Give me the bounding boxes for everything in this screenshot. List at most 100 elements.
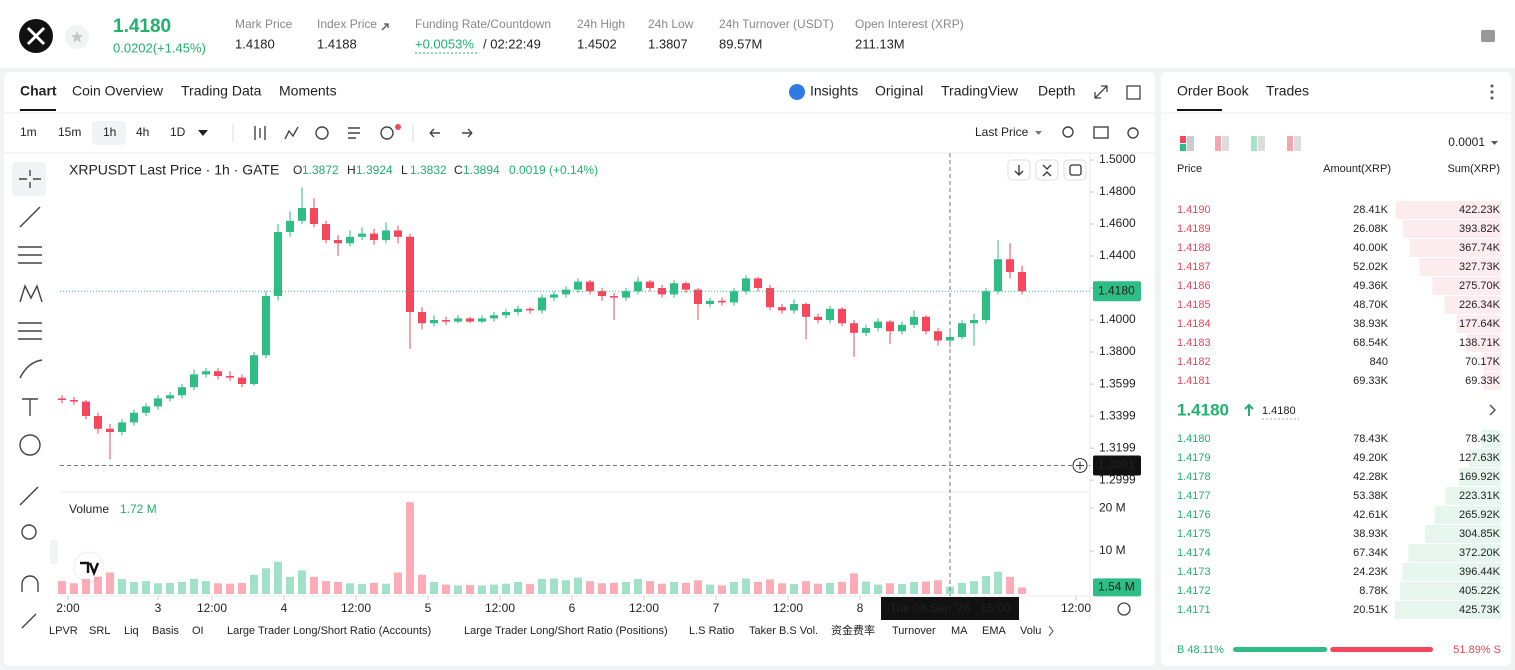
ob-price[interactable]: 1.4178 xyxy=(1177,471,1211,483)
fullscreen-icon[interactable] xyxy=(1094,85,1108,99)
price-source[interactable]: Last Price xyxy=(975,125,1029,139)
ob-price[interactable]: 1.4175 xyxy=(1177,528,1211,540)
pencil-tool[interactable] xyxy=(21,613,37,629)
indicator-scroll-arrow[interactable] xyxy=(1048,625,1054,637)
indicator[interactable]: Liq xyxy=(124,625,139,637)
ob-price[interactable]: 1.4182 xyxy=(1177,356,1211,368)
x-tick-label: 8 xyxy=(857,601,864,615)
notes-icon[interactable] xyxy=(1481,30,1495,42)
ob-price[interactable]: 1.4181 xyxy=(1177,375,1211,387)
depth-bar xyxy=(1402,220,1501,238)
indicator-icon[interactable] xyxy=(284,126,299,140)
pattern-tool[interactable] xyxy=(19,284,43,303)
kebab-menu[interactable] xyxy=(1490,84,1494,100)
ob-price[interactable]: 1.4189 xyxy=(1177,223,1211,235)
window-icon[interactable] xyxy=(1126,85,1141,100)
ob-price[interactable]: 1.4180 xyxy=(1177,433,1211,445)
sidebar-toggle[interactable] xyxy=(50,540,58,564)
indicator[interactable]: 资金费率 xyxy=(831,623,875,637)
interval[interactable]: 1D xyxy=(170,125,186,139)
ob-tab[interactable]: Trades xyxy=(1266,83,1309,99)
chart-settings-icon[interactable] xyxy=(1117,602,1131,616)
indicator[interactable]: L.S Ratio xyxy=(689,625,734,637)
indicator[interactable]: Basis xyxy=(152,625,179,637)
view-tab[interactable]: Insights xyxy=(810,83,858,99)
chevron[interactable] xyxy=(1489,404,1497,416)
candle-body xyxy=(838,308,847,324)
indicator[interactable]: Large Trader Long/Short Ratio (Accounts) xyxy=(227,625,431,637)
ob-price[interactable]: 1.4187 xyxy=(1177,261,1211,273)
ob-price[interactable]: 1.4190 xyxy=(1177,204,1211,216)
dropdown-arrow[interactable] xyxy=(198,130,208,136)
icon-part[interactable] xyxy=(1287,136,1293,151)
settings-icon[interactable] xyxy=(1127,127,1139,139)
ob-price[interactable]: 1.4171 xyxy=(1177,604,1211,616)
candle-body xyxy=(333,240,342,244)
volume-bar xyxy=(465,584,474,594)
indicator[interactable]: Taker B.S Vol. xyxy=(749,625,818,637)
ob-price[interactable]: 1.4179 xyxy=(1177,452,1211,464)
collapse-button[interactable] xyxy=(1035,159,1059,181)
ob-price[interactable]: 1.4174 xyxy=(1177,547,1211,559)
x-tick-label: 12:00 xyxy=(485,601,515,615)
indicator[interactable]: Volu xyxy=(1020,625,1041,637)
view-tab[interactable]: Original xyxy=(875,83,923,99)
ob-price[interactable]: 1.4177 xyxy=(1177,490,1211,502)
ob-price[interactable]: 1.4173 xyxy=(1177,566,1211,578)
trend-line-tool[interactable] xyxy=(19,206,41,228)
ob-price[interactable]: 1.4186 xyxy=(1177,280,1211,292)
indicator[interactable]: EMA xyxy=(982,625,1007,637)
emoji-tool[interactable] xyxy=(19,434,41,456)
volume-bar xyxy=(982,575,991,594)
indicator[interactable]: SRL xyxy=(89,625,110,637)
sell-ratio-bar xyxy=(1330,647,1433,652)
camera-icon[interactable] xyxy=(1093,126,1109,139)
template-icon[interactable] xyxy=(348,127,360,139)
dropdown-arrow[interactable] xyxy=(1491,141,1498,145)
replay-icon[interactable] xyxy=(315,126,329,140)
ob-tab[interactable]: Order Book xyxy=(1177,83,1250,99)
redo-icon[interactable] xyxy=(462,128,473,138)
y-tick-label: 1.5000 xyxy=(1099,152,1136,166)
interval[interactable]: 4h xyxy=(136,125,149,139)
stat-label: Mark Price xyxy=(235,17,293,31)
zoom-tool[interactable] xyxy=(21,524,37,540)
ruler-tool[interactable] xyxy=(19,486,39,506)
ob-price[interactable]: 1.4176 xyxy=(1177,509,1211,521)
ob-price[interactable]: 1.4183 xyxy=(1177,337,1211,349)
icon-part[interactable] xyxy=(1215,136,1221,151)
ob-price[interactable]: 1.4185 xyxy=(1177,299,1211,311)
undo-icon[interactable] xyxy=(429,128,440,138)
icon-part[interactable] xyxy=(1180,136,1186,143)
text-tool[interactable] xyxy=(22,398,38,416)
indicator[interactable]: Turnover xyxy=(892,625,936,637)
ob-price[interactable]: 1.4172 xyxy=(1177,585,1211,597)
view-tab[interactable]: TradingView xyxy=(941,83,1019,99)
add-icon[interactable] xyxy=(380,126,394,140)
icon-part[interactable] xyxy=(1251,136,1257,151)
magnet-tool[interactable] xyxy=(21,575,39,592)
precision[interactable]: 0.0001 xyxy=(1448,135,1485,149)
view-tab[interactable]: Depth xyxy=(1038,83,1075,99)
ob-price[interactable]: 1.4188 xyxy=(1177,242,1211,254)
ob-price[interactable]: 1.4184 xyxy=(1177,318,1211,330)
indicator[interactable]: MA xyxy=(951,625,968,637)
chart-tab[interactable]: Coin Overview xyxy=(72,83,164,99)
projection-tool[interactable] xyxy=(18,322,42,340)
fib-tool[interactable] xyxy=(18,246,42,264)
interval[interactable]: 15m xyxy=(58,125,81,139)
indicator[interactable]: Large Trader Long/Short Ratio (Positions… xyxy=(464,625,668,637)
interval[interactable]: 1h xyxy=(103,125,116,139)
dropdown-arrow[interactable] xyxy=(1035,131,1042,135)
crosshair-tool[interactable] xyxy=(19,170,41,188)
candle-type-icon[interactable] xyxy=(254,126,266,140)
chart-tab[interactable]: Chart xyxy=(20,83,57,99)
search-icon[interactable] xyxy=(1062,126,1074,138)
brush-tool[interactable] xyxy=(19,359,43,379)
indicator[interactable]: OI xyxy=(192,625,204,637)
reset-button[interactable] xyxy=(1063,159,1087,181)
interval[interactable]: 1m xyxy=(20,125,37,139)
chart-tab[interactable]: Trading Data xyxy=(181,83,262,99)
indicator[interactable]: LPVR xyxy=(49,625,78,637)
chart-tab[interactable]: Moments xyxy=(279,83,337,99)
